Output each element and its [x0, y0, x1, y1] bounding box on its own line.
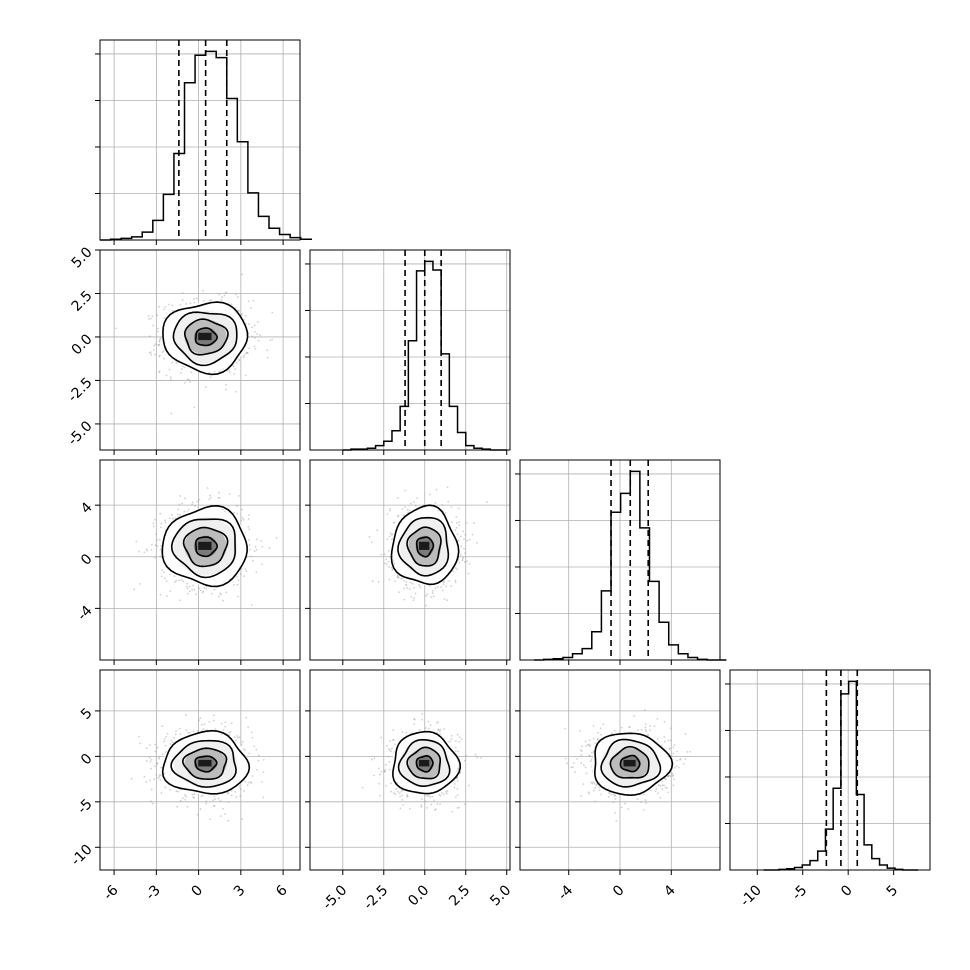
y-tick-label: 5.0 [69, 244, 96, 271]
x-tick-label: -10 [737, 882, 764, 909]
contour-level-1 [619, 754, 641, 773]
contour-level-1 [415, 536, 435, 558]
x-tick-label: 5 [884, 882, 902, 900]
contour-level-2 [406, 746, 442, 780]
contour-level-2 [609, 745, 650, 779]
panel-frame [309, 249, 511, 451]
density-panel-3-2 [305, 459, 511, 665]
x-tick-label: -5 [789, 882, 810, 903]
histogram-panel-3 [515, 459, 727, 665]
contour-level-1 [194, 536, 219, 558]
contour-level-4 [161, 729, 251, 795]
contour-level-4 [594, 732, 674, 796]
panel-frame [729, 669, 931, 871]
x-tick-label: 3 [231, 882, 249, 900]
contour-level-3 [600, 738, 662, 788]
histogram-panel-4: -10 -5 0 5 [725, 669, 931, 910]
density-panel-2-1: 5.0 2.5 0.0 -2.5 -5.0 [65, 244, 301, 455]
density-panel-4-3: -4 0 4 [515, 669, 721, 903]
panel-frame [309, 669, 511, 871]
density-peak [198, 759, 212, 767]
y-tick-label: -5.0 [65, 418, 96, 449]
density-peak [198, 332, 212, 341]
x-tick-label: 2.5 [446, 882, 473, 909]
contour-level-2 [181, 747, 228, 780]
density-fill [591, 732, 669, 795]
x-tick-label: -4 [555, 882, 576, 903]
contour-level-3 [170, 518, 236, 579]
x-tick-label: 0 [610, 882, 628, 900]
y-tick-label: 5 [78, 705, 96, 723]
contour-level-3 [172, 311, 238, 367]
panel-frame [99, 669, 301, 871]
y-tick-label: -4 [74, 603, 95, 624]
histogram-panel-1 [95, 39, 313, 245]
x-tick-label: 5.0 [487, 882, 514, 909]
x-tick-label: 6 [273, 882, 291, 900]
contour-level-2 [406, 526, 442, 567]
contour-level-2 [183, 318, 229, 356]
contour-level-1 [194, 755, 218, 773]
y-tick-label: 0.0 [69, 331, 96, 358]
y-tick-label: -5 [74, 796, 95, 817]
y-tick-label: 2.5 [69, 288, 96, 315]
contour-level-4 [161, 505, 248, 588]
y-tick-label: 0 [78, 751, 96, 769]
y-tick-label: -10 [68, 842, 95, 869]
contour-level-4 [162, 301, 249, 376]
density-panel-4-2: -5.0 -2.5 0.0 2.5 5.0 [305, 669, 514, 913]
panel-frame [99, 39, 301, 241]
x-tick-label: -5.0 [320, 882, 351, 913]
x-tick-label: 0.0 [405, 882, 432, 909]
y-tick-label: 0 [78, 551, 96, 569]
x-tick-label: -2.5 [361, 882, 392, 913]
contour-level-4 [390, 504, 460, 586]
contour-level-3 [397, 516, 450, 577]
x-tick-label: -3 [143, 882, 164, 903]
x-tick-label: 0 [189, 882, 207, 900]
panel-frame [309, 459, 511, 661]
density-peak [419, 759, 430, 767]
contour-level-1 [194, 327, 218, 347]
panel-frame [99, 459, 301, 661]
histogram-series [342, 260, 507, 451]
contour-level-3 [397, 738, 451, 787]
x-tick-label: 0 [838, 882, 856, 900]
density-panel-4-1: -6 -3 0 3 6 5 0 -5 -10 [68, 669, 301, 903]
density-peak [623, 759, 636, 767]
y-tick-label: 4 [78, 499, 96, 517]
density-peak [198, 541, 212, 550]
density-peak [419, 541, 430, 550]
contour-level-2 [182, 526, 229, 568]
contour-level-1 [415, 755, 434, 773]
contour-level-3 [170, 739, 237, 788]
y-tick-label: -2.5 [65, 375, 96, 406]
panel-frame [99, 249, 301, 451]
density-panel-3-1: 4 0 -4 [74, 459, 301, 665]
contour-level-4 [392, 730, 462, 795]
x-tick-label: -6 [101, 882, 122, 903]
x-tick-label: 4 [661, 882, 679, 900]
histogram-panel-2 [305, 249, 511, 455]
density-fill [163, 507, 248, 586]
